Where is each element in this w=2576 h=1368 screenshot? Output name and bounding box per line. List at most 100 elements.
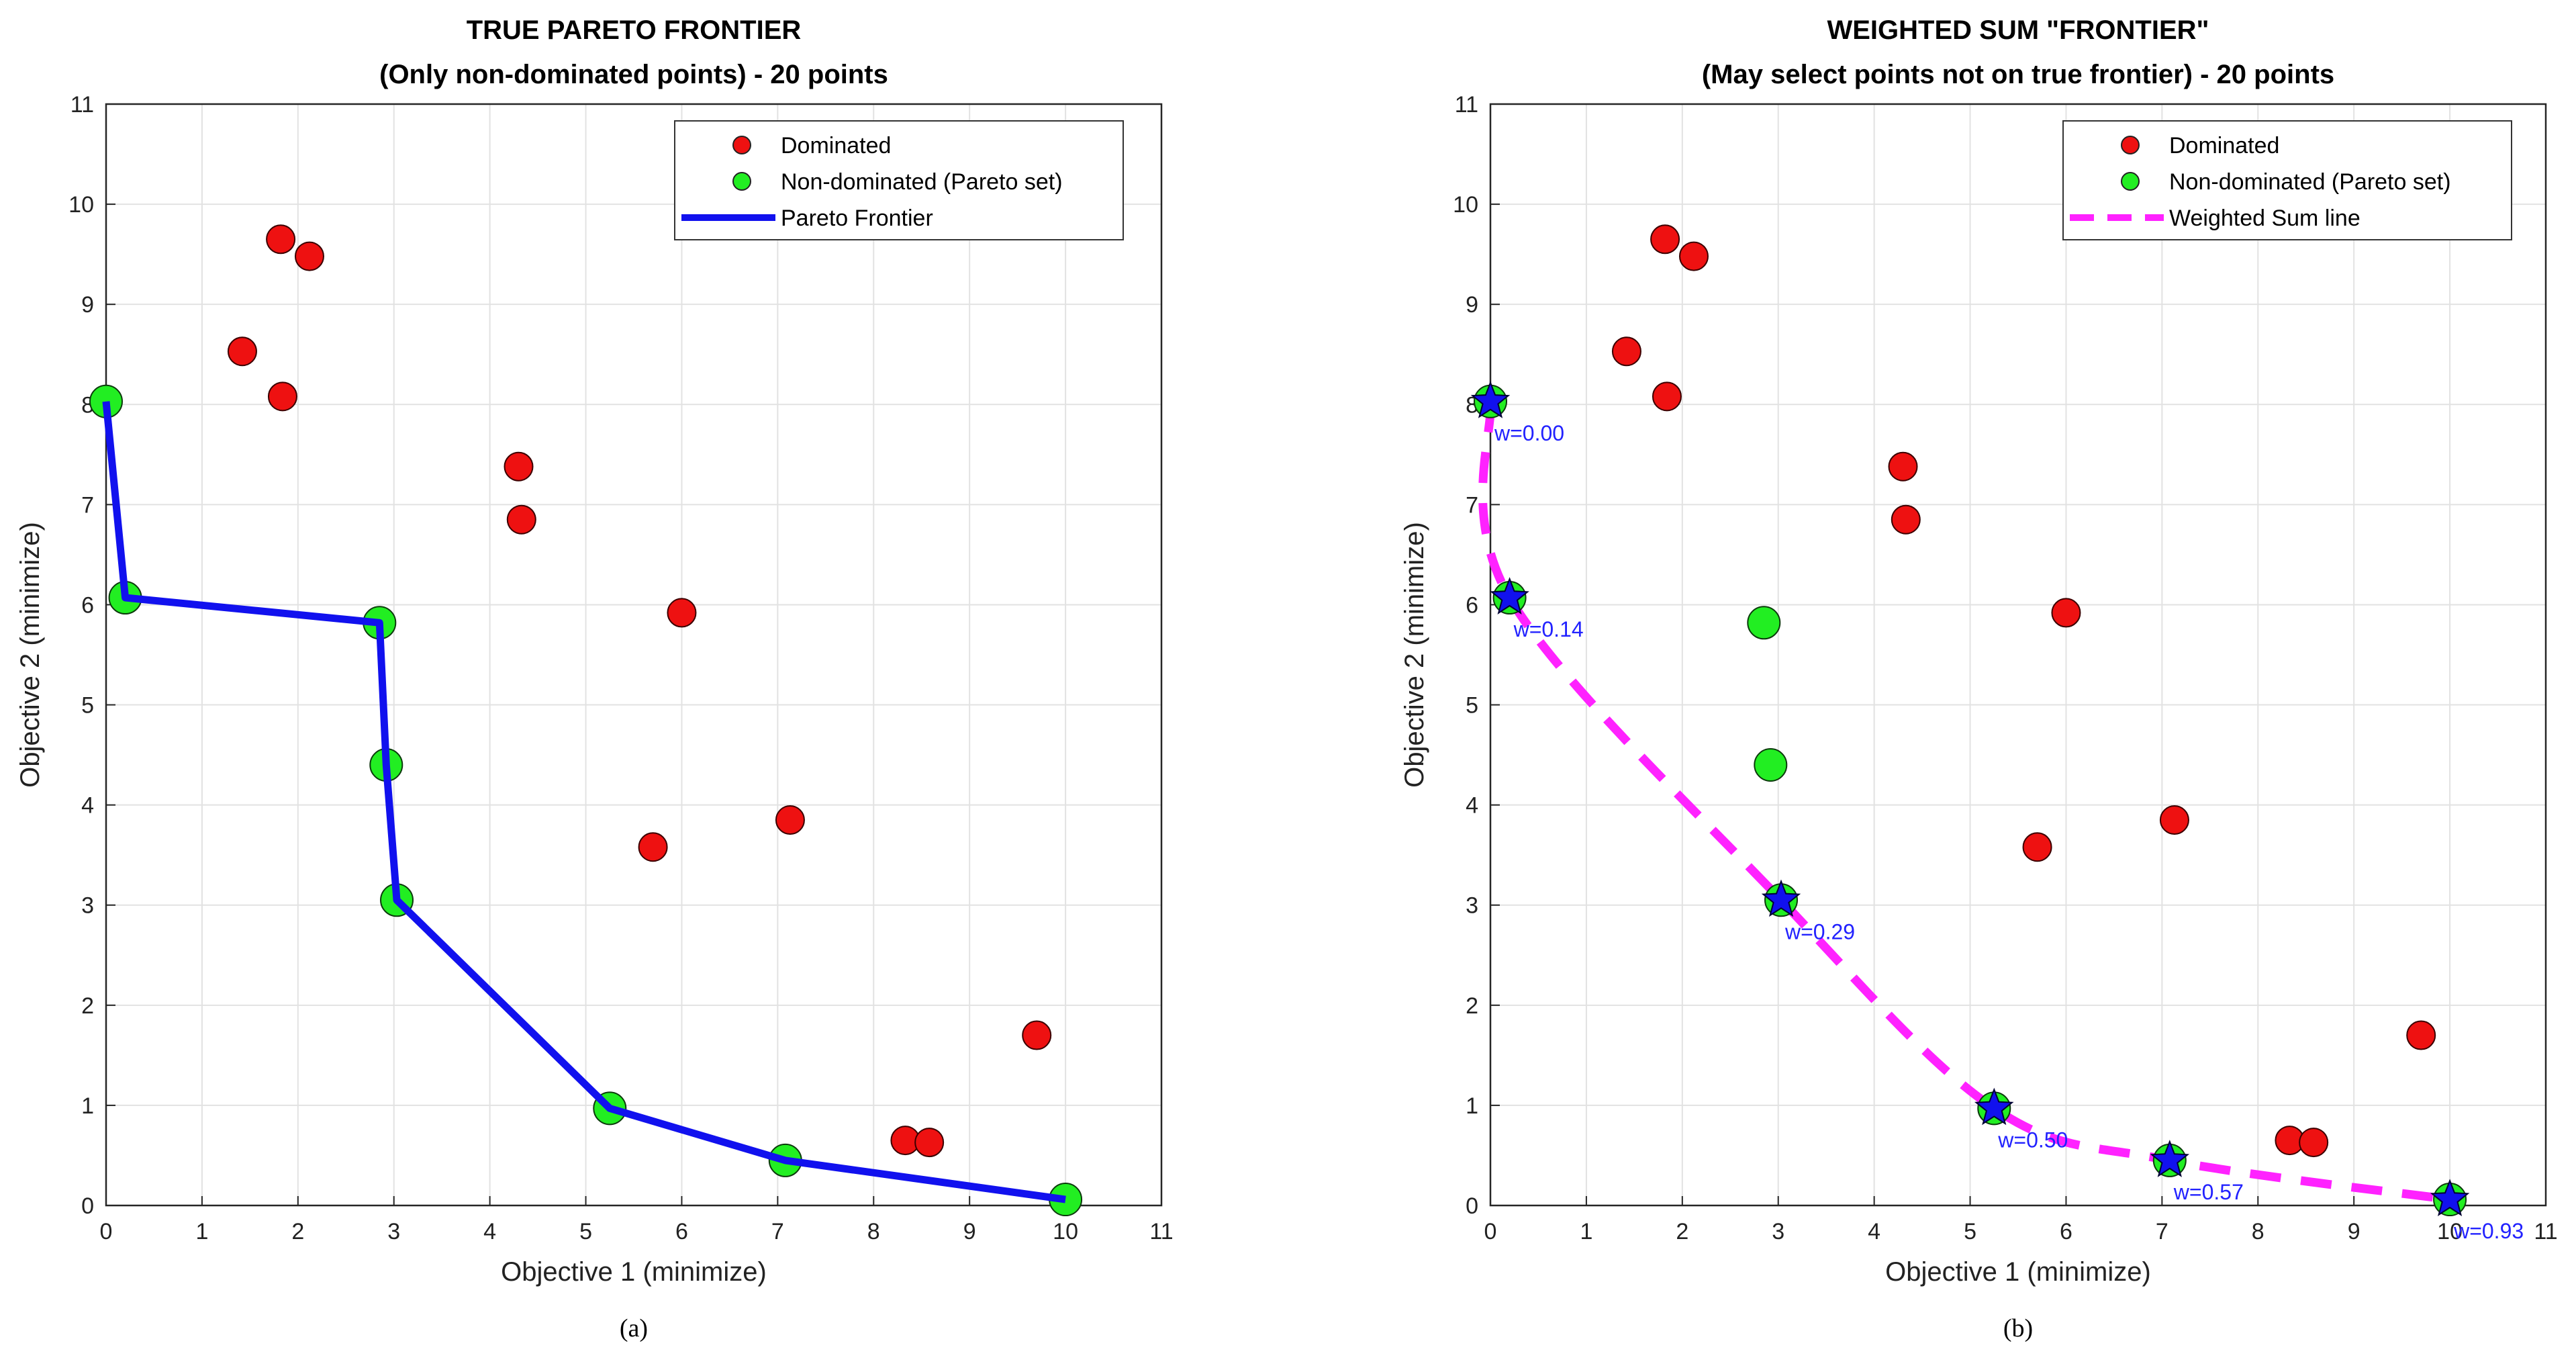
panel-a-xtick-label: 4 (483, 1219, 496, 1244)
panel-a-xtick-label: 10 (1053, 1219, 1078, 1244)
panel-b-legend-swatch (2121, 136, 2140, 154)
panel-b-weight-label: w=0.50 (1997, 1128, 2068, 1152)
panel-a-legend-swatch (732, 172, 751, 191)
panel-b-legend: Dominated Non-dominated (Pareto set) Weigh… (2062, 120, 2512, 240)
panel-b-legend-label: Non-dominated (Pareto set) (2169, 169, 2451, 195)
panel-a-xtick-label: 5 (579, 1219, 592, 1244)
panel-a-xtick-label: 11 (1149, 1219, 1173, 1244)
panel-b-ytick-label: 6 (1466, 592, 1478, 618)
panel-a-dominated-point (506, 504, 536, 535)
panel-b-weighted-star (1761, 879, 1801, 917)
panel-b-ytick-label: 3 (1466, 893, 1478, 919)
panel-a-ytick-label: 5 (81, 693, 94, 719)
panel-a-ylabel: Objective 2 (minimize) (15, 522, 45, 788)
panel-b-xtick-label: 4 (1868, 1219, 1880, 1244)
panel-a-ytick-label: 7 (81, 492, 94, 518)
panel-a-dominated-point (504, 451, 534, 482)
panel-a-legend-swatch (732, 136, 751, 154)
panel-b-dominated-point (1891, 504, 1921, 535)
panel-a-ytick-label: 9 (81, 292, 94, 318)
panel-a-ytick-label: 0 (81, 1193, 94, 1219)
panel-b-dominated-point (2022, 832, 2052, 862)
panel-a-ytick-label: 3 (81, 893, 94, 919)
panel-b-dominated-point (1888, 451, 1918, 482)
panel-a-xtick-label: 2 (291, 1219, 304, 1244)
panel-a-legend-label: Pareto Frontier (781, 206, 933, 231)
panel-a-xlabel: Objective 1 (minimize) (501, 1257, 767, 1287)
panel-a-dominated-point (294, 241, 324, 271)
panel-b-dominated-point (2299, 1128, 2329, 1158)
panel-a-ytick-label: 4 (81, 793, 94, 819)
panel-a-ytick-label: 1 (81, 1093, 94, 1119)
panel-a-plot (89, 224, 1083, 1217)
panel-a-subtitle: (Only non-dominated points) - 20 points (379, 60, 888, 89)
panel-a-xtick-label: 3 (387, 1219, 400, 1244)
panel-b-xlabel: Objective 1 (minimize) (1885, 1257, 2151, 1287)
panel-b-dominated-point (1652, 381, 1682, 412)
panel-a-label: (a) (620, 1314, 648, 1342)
panel-a-axes (105, 103, 1163, 1207)
panel-b-xtick-label: 10 (2437, 1219, 2463, 1244)
panel-b-dominated-point (1678, 241, 1709, 271)
panel-a-dominated-point (1022, 1020, 1052, 1050)
panel-b-ytick-label: 2 (1466, 993, 1478, 1019)
panel-a-ytick-label: 2 (81, 993, 94, 1019)
panel-b-weight-label: w=0.93 (2453, 1219, 2524, 1243)
panel-b-ytick-label: 10 (1453, 192, 1478, 218)
panel-b-weighted-star (2430, 1179, 2470, 1216)
panel-b-title: WEIGHTED SUM "FRONTIER" (1827, 15, 2209, 45)
panel-b-xtick-label: 8 (2252, 1219, 2264, 1244)
panel-a-legend: Dominated Non-dominated (Pareto set) Paret… (674, 120, 1124, 240)
panel-a-pareto-frontier-line (102, 401, 1066, 1203)
panel-b-ytick-label: 0 (1466, 1193, 1478, 1219)
panel-a-ytick-label: 10 (68, 192, 94, 218)
panel-b-xtick-label: 9 (2348, 1219, 2360, 1244)
panel-b-weighted-star (1470, 381, 1511, 418)
panel-a-dominated-point (638, 832, 668, 862)
panel-b-ytick-label: 9 (1466, 292, 1478, 318)
panel-b-dominated-point (2051, 598, 2081, 628)
panel-b-axes-box (1489, 103, 2547, 1207)
panel-b-ytick-label: 1 (1466, 1093, 1478, 1119)
panel-a-xtick-label: 1 (195, 1219, 208, 1244)
panel-b-weighted-sum-line (1478, 401, 2450, 1204)
panel-b-weight-label: w=0.14 (1513, 617, 1584, 641)
panel-a-xtick-label: 6 (675, 1219, 688, 1244)
panel-b-label: (b) (2003, 1314, 2033, 1342)
panel-b-xtick-label: 3 (1772, 1219, 1784, 1244)
panel-a: TRUE PARETO FRONTIER (Only non-dominated… (15, 15, 1174, 1342)
panel-b-ytick-label: 5 (1466, 693, 1478, 719)
panel-b-weight-label: w=0.57 (2173, 1180, 2244, 1204)
panel-a-legend-label: Dominated (781, 133, 891, 158)
panel-b-ytick-label: 4 (1466, 793, 1478, 819)
panel-b-legend-label: Dominated (2169, 133, 2279, 158)
panel-b-weighted-star (1974, 1087, 2014, 1126)
panel-b-weight-label: w=0.29 (1784, 919, 1855, 944)
panel-b-axes (1489, 103, 2547, 1207)
panel-b-weighted-star (1490, 577, 1529, 614)
panel-b-xtick-label: 6 (2060, 1219, 2072, 1244)
panel-a-xtick-label: 7 (771, 1219, 784, 1244)
panel-b-legend-swatch (2121, 172, 2140, 191)
panel-b-subtitle: (May select points not on true frontier)… (1702, 60, 2334, 89)
panel-b-dominated-point (1611, 336, 1641, 367)
panel-b-xtick-label: 0 (1484, 1219, 1497, 1244)
panel-b-weight-label: w=0.00 (1494, 421, 1564, 445)
panel-b-xtick-label: 2 (1676, 1219, 1688, 1244)
panel-b-dominated-point (2406, 1020, 2436, 1050)
panel-b-pareto-point (1747, 606, 1781, 640)
panel-a-dominated-point (775, 805, 805, 835)
panel-b-dominated-point (2159, 805, 2189, 835)
panel-b-ylabel: Objective 2 (minimize) (1400, 522, 1429, 788)
panel-b-dominated-point (1650, 224, 1680, 255)
panel-b-xtick-label: 1 (1580, 1219, 1592, 1244)
panel-b-legend-label: Weighted Sum line (2169, 206, 2360, 231)
panel-a-dominated-point (267, 381, 297, 412)
panel-a-ytick-label: 6 (81, 592, 94, 618)
panel-b-plot: w=0.00 w=0.14 w=0.29 w=0.50 w=0.57 w=0.93 (1470, 224, 2524, 1243)
panel-b-xtick-label: 7 (2156, 1219, 2168, 1244)
panel-a-xtick-label: 8 (867, 1219, 880, 1244)
